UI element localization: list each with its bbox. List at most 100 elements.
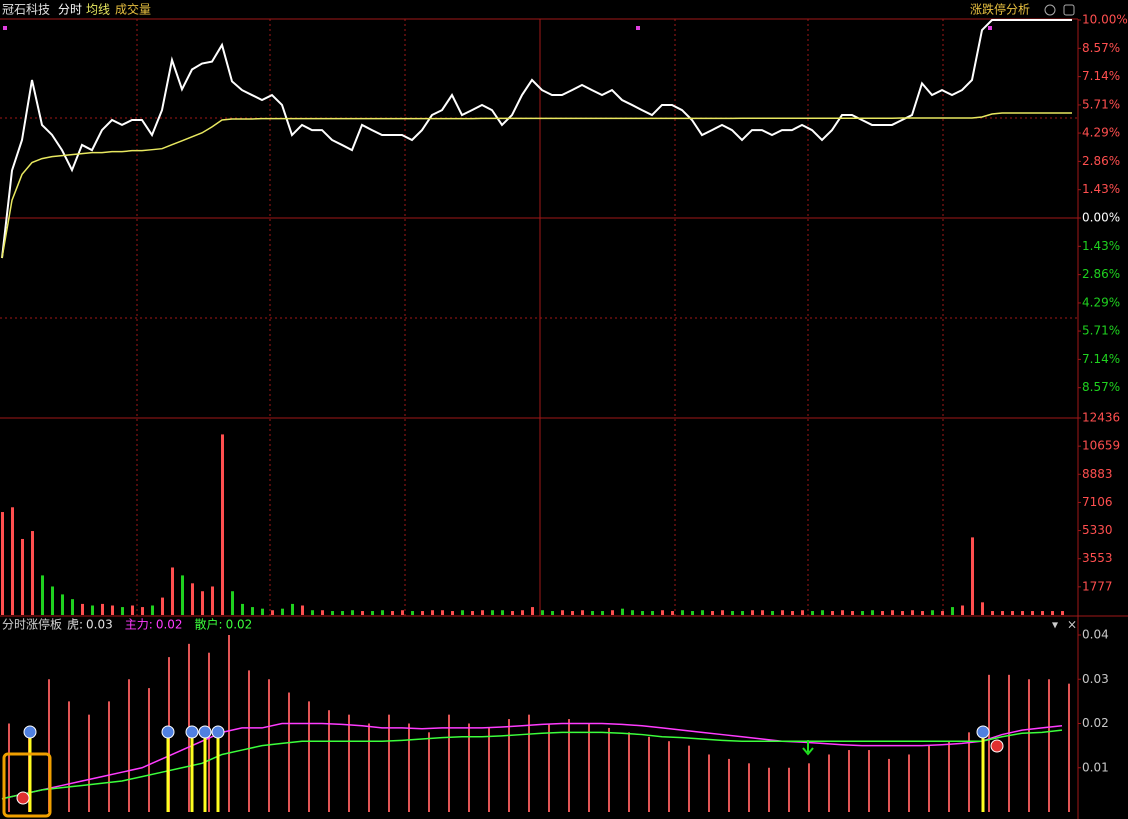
indicator-bar [588,723,590,812]
volume-bar [411,611,414,615]
volume-bar [441,610,444,615]
indicator-bar [488,727,490,812]
volume-bar [741,611,744,615]
indicator-bar [128,679,130,812]
indicator-title: 分时涨停板 [2,617,62,632]
indicator-bar [508,719,510,812]
indicator-bar [548,723,550,812]
volume-bar [1001,611,1004,615]
y-tick-label: 1.43% [1082,182,1120,196]
volume-bar [311,610,314,615]
volume-bar [171,567,174,615]
volume-bar [211,586,214,615]
y-tick-label: 10.00% [1082,13,1128,27]
indicator-bar [968,732,970,812]
y-tick-label: 8.57% [1082,380,1120,394]
stock-name: 冠石科技 [2,3,50,17]
volume-bar [231,591,234,615]
indicator-legend: 虎: 0.03 主力: 0.02 散户: 0.02 [67,617,252,632]
legend-average[interactable]: 均线 [86,3,110,17]
volume-bar [11,507,14,615]
indicator-bar [108,701,110,812]
signal-icon [161,725,175,739]
volume-bar [841,610,844,615]
volume-bar [51,586,54,615]
y-tick-label: 8.57% [1082,41,1120,55]
volume-bar [1,512,4,615]
collapse-button[interactable]: ▾ [1052,618,1058,632]
volume-bar [431,610,434,615]
indicator-bar [328,710,330,812]
highlight-box [2,752,52,818]
indicator-bar [748,763,750,812]
volume-bar [691,611,694,615]
indicator-bar [988,674,990,812]
indicator-bar [288,692,290,812]
volume-bar [101,603,104,615]
y-tick-label: 10659 [1082,439,1120,453]
volume-bar [891,610,894,615]
indicator-bar [768,767,770,812]
indicator-bar [928,745,930,812]
series-line [1,729,1063,800]
close-button[interactable]: × [1067,618,1077,632]
volume-bar [261,608,264,615]
y-tick-label: 0.00% [1082,211,1120,225]
y-tick-label: 8883 [1082,467,1113,481]
volume-bar [791,611,794,615]
volume-bar [1041,611,1044,615]
volume-bar [931,610,934,615]
volume-bar [251,607,254,615]
legend-price[interactable]: 分时 [58,3,82,17]
volume-bar [191,583,194,615]
volume-bar [61,594,64,615]
volume-bar [661,610,664,615]
volume-bar [821,610,824,615]
window-buttons[interactable] [1044,4,1075,16]
volume-bar [71,599,74,615]
volume-bar [1011,611,1014,615]
volume-bar [31,531,34,615]
indicator-bar [468,723,470,812]
legend-value: 0.02 [156,618,183,632]
volume-bar [341,611,344,615]
indicator-bar [668,741,670,812]
indicator-bar [648,736,650,812]
indicator-bar [948,741,950,812]
y-tick-label: 2.86% [1082,267,1120,281]
volume-bar [501,610,504,615]
volume-bar [381,610,384,615]
legend-volume[interactable]: 成交量 [115,2,151,17]
y-tick-label: 7.14% [1082,69,1120,83]
signal-icon [976,725,990,739]
indicator-bar [1048,679,1050,812]
volume-bar [771,611,774,615]
indicator-bar [628,732,630,812]
volume-bar [851,611,854,615]
volume-bar [481,610,484,615]
indicator-bar [248,670,250,812]
volume-bar [301,605,304,615]
volume-bar [731,611,734,615]
volume-bar [761,610,764,615]
volume-bar [141,607,144,615]
indicator-bar [1028,679,1030,812]
volume-bar [971,537,974,615]
legend-value: 0.02 [226,618,253,632]
limit-analysis-button[interactable]: 涨跌停分析 [970,2,1030,17]
indicator-bar [868,750,870,812]
indicator-bar [448,714,450,812]
volume-bar [621,608,624,615]
indicator-bar [888,758,890,812]
indicator-bar [88,714,90,812]
indicator-bar [568,719,570,812]
volume-bar [81,603,84,615]
signal-icon [185,725,199,739]
indicator-bar [148,688,150,812]
volume-bar [781,610,784,615]
volume-bar [401,610,404,615]
y-tick-label: 0.01 [1082,760,1109,774]
signal-icon [23,725,37,739]
volume-bar [351,610,354,615]
frame [0,18,1128,819]
